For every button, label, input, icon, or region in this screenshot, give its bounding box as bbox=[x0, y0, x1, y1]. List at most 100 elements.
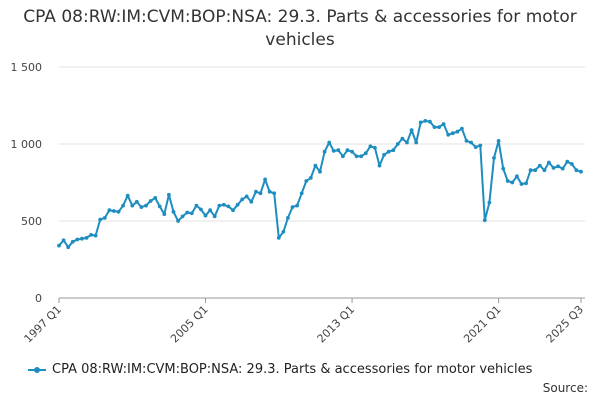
data-point bbox=[460, 126, 464, 131]
data-point bbox=[221, 202, 226, 207]
data-point bbox=[322, 149, 327, 154]
y-tick-label: 500 bbox=[21, 215, 42, 228]
data-point bbox=[533, 168, 538, 173]
data-point bbox=[272, 191, 277, 196]
series bbox=[57, 119, 583, 250]
data-point bbox=[226, 204, 231, 209]
data-point bbox=[542, 168, 547, 173]
data-point bbox=[84, 236, 89, 240]
data-point bbox=[505, 179, 510, 183]
data-point bbox=[391, 148, 396, 153]
x-tick-label: 2021 Q1 bbox=[461, 303, 504, 346]
data-point bbox=[98, 217, 103, 222]
data-point bbox=[363, 151, 368, 156]
data-point bbox=[432, 125, 437, 129]
legend[interactable]: CPA 08:RW:IM:CVM:BOP:NSA: 29.3. Parts & … bbox=[28, 362, 532, 377]
data-point bbox=[565, 159, 570, 164]
data-point bbox=[428, 119, 432, 124]
data-point bbox=[281, 229, 286, 234]
data-point bbox=[167, 192, 171, 197]
series-line bbox=[58, 119, 582, 249]
data-point bbox=[258, 191, 263, 196]
y-tick-label: 1 500 bbox=[11, 61, 43, 74]
data-point bbox=[341, 154, 345, 159]
data-point bbox=[368, 144, 373, 149]
data-point bbox=[235, 202, 240, 207]
data-point bbox=[286, 216, 290, 220]
data-point bbox=[212, 214, 217, 219]
data-point bbox=[244, 194, 249, 199]
data-point bbox=[574, 168, 579, 173]
data-point bbox=[249, 199, 254, 204]
data-point bbox=[162, 212, 167, 217]
data-point bbox=[400, 136, 405, 141]
data-point bbox=[139, 205, 144, 210]
x-tick-label: 2005 Q1 bbox=[168, 303, 211, 346]
data-point bbox=[395, 142, 400, 146]
data-point bbox=[102, 216, 107, 220]
data-point bbox=[569, 162, 574, 166]
data-point bbox=[510, 180, 515, 185]
data-point bbox=[579, 169, 583, 174]
data-point bbox=[199, 207, 203, 212]
data-point bbox=[240, 197, 245, 202]
data-point bbox=[551, 166, 556, 170]
data-point bbox=[93, 233, 98, 238]
data-point bbox=[437, 125, 441, 129]
data-point bbox=[560, 166, 565, 171]
data-point bbox=[263, 177, 267, 182]
data-point bbox=[519, 182, 524, 186]
data-point bbox=[537, 163, 542, 168]
data-point bbox=[524, 181, 528, 186]
data-point bbox=[359, 154, 364, 159]
data-point bbox=[547, 160, 551, 165]
x-tick-label: 2013 Q1 bbox=[315, 303, 358, 346]
data-point bbox=[496, 139, 501, 143]
data-point bbox=[354, 154, 359, 159]
data-point bbox=[89, 233, 93, 237]
data-point bbox=[57, 243, 61, 248]
data-point bbox=[134, 199, 139, 204]
data-point bbox=[336, 148, 341, 153]
data-point bbox=[299, 191, 304, 196]
data-point bbox=[478, 143, 483, 148]
data-point bbox=[171, 209, 176, 214]
gridlines bbox=[59, 66, 585, 299]
data-point bbox=[515, 174, 519, 179]
data-point bbox=[144, 203, 148, 208]
data-point bbox=[386, 149, 391, 154]
data-point bbox=[180, 214, 185, 219]
data-point bbox=[556, 164, 560, 169]
data-point bbox=[350, 149, 354, 154]
y-tick-label: 1 000 bbox=[11, 138, 43, 151]
data-point bbox=[405, 140, 409, 145]
data-point bbox=[331, 149, 336, 153]
data-point bbox=[327, 140, 332, 145]
data-point bbox=[345, 148, 350, 153]
data-point bbox=[441, 122, 446, 126]
data-point bbox=[70, 239, 75, 244]
data-point bbox=[492, 156, 496, 160]
data-point bbox=[469, 140, 473, 145]
legend-label: CPA 08:RW:IM:CVM:BOP:NSA: 29.3. Parts & … bbox=[52, 362, 533, 377]
data-point bbox=[409, 128, 414, 133]
data-point bbox=[304, 179, 309, 183]
data-point bbox=[61, 238, 66, 243]
data-point bbox=[107, 208, 112, 213]
data-point bbox=[418, 120, 423, 125]
data-point bbox=[217, 203, 222, 208]
data-point bbox=[308, 176, 313, 180]
data-point bbox=[176, 219, 181, 223]
legend-swatch bbox=[28, 366, 46, 373]
data-point bbox=[112, 209, 116, 213]
data-point bbox=[313, 163, 318, 168]
x-tick-label: 2025 Q3 bbox=[544, 303, 587, 346]
data-point bbox=[203, 213, 208, 218]
data-point bbox=[464, 139, 469, 143]
y-tick-label: 0 bbox=[35, 292, 42, 305]
source-label: Source: bbox=[542, 381, 588, 395]
data-point bbox=[130, 203, 135, 208]
data-point bbox=[473, 145, 478, 150]
data-point bbox=[148, 199, 153, 203]
